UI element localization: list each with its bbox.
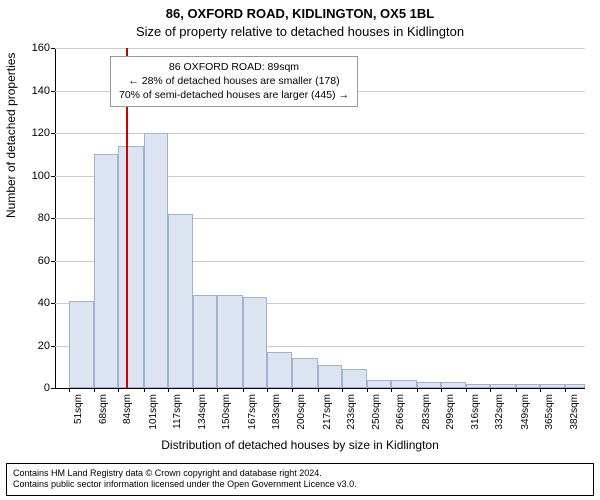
- x-tick-mark: [466, 388, 467, 392]
- annotation-line3: 70% of semi-detached houses are larger (…: [119, 88, 349, 102]
- histogram-bar: [391, 380, 417, 389]
- y-tick-mark: [51, 176, 55, 177]
- x-tick-label: 316sqm: [470, 394, 481, 430]
- x-tick-label: 266sqm: [395, 394, 406, 430]
- x-tick-mark: [516, 388, 517, 392]
- x-tick-label: 200sqm: [296, 394, 307, 430]
- x-tick-mark: [217, 388, 218, 392]
- x-axis-label: Distribution of detached houses by size …: [0, 438, 600, 452]
- x-tick-label: 167sqm: [247, 394, 258, 430]
- footer-line2: Contains public sector information licen…: [13, 479, 587, 491]
- annotation-box: 86 OXFORD ROAD: 89sqm ← 28% of detached …: [110, 56, 358, 107]
- histogram-bar: [367, 380, 391, 389]
- histogram-bar: [516, 384, 540, 388]
- x-tick-mark: [243, 388, 244, 392]
- y-tick-label: 80: [10, 212, 50, 224]
- footer-line1: Contains HM Land Registry data © Crown c…: [13, 468, 587, 480]
- x-tick-mark: [417, 388, 418, 392]
- x-tick-mark: [118, 388, 119, 392]
- histogram-bar: [94, 154, 118, 388]
- histogram-bar: [292, 358, 318, 388]
- x-tick-mark: [367, 388, 368, 392]
- y-tick-mark: [51, 261, 55, 262]
- footer-box: Contains HM Land Registry data © Crown c…: [6, 463, 594, 496]
- x-tick-mark: [490, 388, 491, 392]
- x-tick-mark: [565, 388, 566, 392]
- y-tick-label: 160: [10, 42, 50, 54]
- y-tick-label: 120: [10, 127, 50, 139]
- histogram-bar: [267, 352, 293, 388]
- x-tick-label: 68sqm: [98, 394, 109, 424]
- chart-title-line1: 86, OXFORD ROAD, KIDLINGTON, OX5 1BL: [0, 6, 600, 21]
- histogram-bar: [118, 146, 144, 388]
- x-tick-mark: [342, 388, 343, 392]
- histogram-bar: [193, 295, 217, 389]
- histogram-bar: [217, 295, 243, 389]
- histogram-bar: [69, 301, 95, 388]
- histogram-bar: [168, 214, 194, 388]
- histogram-bar: [540, 384, 566, 388]
- x-tick-label: 349sqm: [520, 394, 531, 430]
- y-tick-mark: [51, 346, 55, 347]
- x-tick-mark: [292, 388, 293, 392]
- x-tick-mark: [69, 388, 70, 392]
- x-tick-mark: [318, 388, 319, 392]
- y-tick-mark: [51, 218, 55, 219]
- y-tick-label: 0: [10, 382, 50, 394]
- x-tick-mark: [168, 388, 169, 392]
- histogram-bar: [565, 384, 585, 388]
- histogram-bar: [466, 384, 490, 388]
- y-tick-mark: [51, 133, 55, 134]
- x-tick-mark: [193, 388, 194, 392]
- x-tick-label: 134sqm: [197, 394, 208, 430]
- histogram-bar: [441, 382, 467, 388]
- grid-line: [55, 133, 585, 134]
- y-tick-label: 20: [10, 340, 50, 352]
- x-tick-mark: [94, 388, 95, 392]
- x-tick-mark: [441, 388, 442, 392]
- histogram-bar: [243, 297, 267, 388]
- x-tick-mark: [540, 388, 541, 392]
- x-tick-label: 382sqm: [569, 394, 580, 430]
- grid-line: [55, 48, 585, 49]
- histogram-bar: [417, 382, 441, 388]
- y-tick-mark: [51, 388, 55, 389]
- x-tick-mark: [144, 388, 145, 392]
- x-tick-label: 101sqm: [148, 394, 159, 430]
- histogram-bar: [144, 133, 168, 388]
- x-tick-label: 283sqm: [421, 394, 432, 430]
- x-tick-label: 117sqm: [172, 394, 183, 429]
- histogram-bar: [318, 365, 342, 388]
- y-tick-label: 100: [10, 170, 50, 182]
- y-tick-label: 60: [10, 255, 50, 267]
- annotation-line1: 86 OXFORD ROAD: 89sqm: [119, 60, 349, 74]
- chart-title-line2: Size of property relative to detached ho…: [0, 24, 600, 39]
- histogram-bar: [342, 369, 368, 388]
- chart-container: 86, OXFORD ROAD, KIDLINGTON, OX5 1BL Siz…: [0, 0, 600, 500]
- y-tick-mark: [51, 91, 55, 92]
- x-tick-label: 217sqm: [322, 394, 333, 430]
- x-axis-line: [55, 388, 585, 389]
- y-tick-label: 140: [10, 85, 50, 97]
- y-tick-mark: [51, 48, 55, 49]
- x-tick-mark: [267, 388, 268, 392]
- x-tick-label: 332sqm: [494, 394, 505, 430]
- x-tick-label: 299sqm: [445, 394, 456, 430]
- x-tick-label: 183sqm: [271, 394, 282, 430]
- x-tick-label: 250sqm: [371, 394, 382, 430]
- x-tick-label: 51sqm: [73, 394, 84, 424]
- y-tick-label: 40: [10, 297, 50, 309]
- x-tick-label: 150sqm: [221, 394, 232, 430]
- x-tick-mark: [391, 388, 392, 392]
- x-tick-label: 365sqm: [544, 394, 555, 430]
- x-tick-label: 84sqm: [122, 394, 133, 424]
- annotation-line2: ← 28% of detached houses are smaller (17…: [119, 74, 349, 88]
- histogram-bar: [490, 384, 516, 388]
- y-tick-mark: [51, 303, 55, 304]
- x-tick-label: 233sqm: [346, 394, 357, 430]
